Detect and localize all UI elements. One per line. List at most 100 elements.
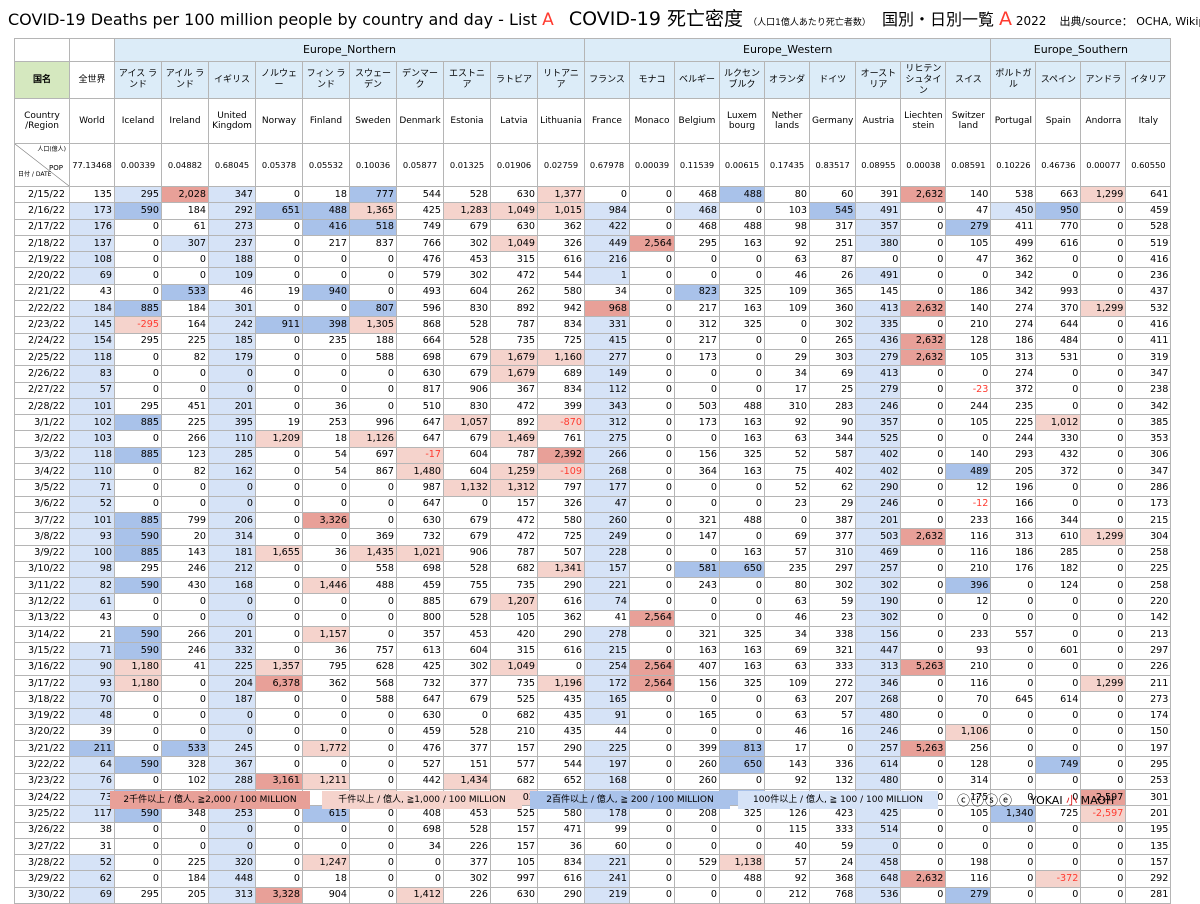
column-header-en: Italy (1126, 99, 1171, 144)
value-cell: 0 (675, 480, 720, 496)
value-cell: 697 (350, 447, 397, 463)
value-cell: 0 (256, 838, 303, 854)
value-cell: 0 (720, 708, 765, 724)
value-cell: 273 (1126, 692, 1171, 708)
value-cell: 385 (1126, 415, 1171, 431)
value-cell: 0 (538, 659, 585, 675)
value-cell: 217 (675, 301, 720, 317)
value-cell: 402 (810, 464, 856, 480)
value-cell: 911 (256, 317, 303, 333)
value-cell: 52 (765, 480, 810, 496)
column-header-en: Ireland (162, 99, 209, 144)
value-cell: 1,655 (256, 545, 303, 561)
value-cell: 251 (810, 235, 856, 251)
value-cell: 398 (303, 317, 350, 333)
value-cell: 0 (256, 333, 303, 349)
value-cell: 297 (810, 561, 856, 577)
value-cell: 304 (1126, 529, 1171, 545)
value-cell: 164 (162, 317, 209, 333)
value-cell: 0 (630, 382, 675, 398)
value-cell: 168 (209, 578, 256, 594)
value-cell: 235 (765, 561, 810, 577)
value-cell: 0 (991, 675, 1036, 691)
value-cell: 416 (1126, 317, 1171, 333)
value-cell: 0 (115, 349, 162, 365)
value-cell: 118 (70, 349, 115, 365)
value-cell: 196 (991, 480, 1036, 496)
value-cell: 601 (1036, 643, 1081, 659)
value-cell: 285 (1036, 545, 1081, 561)
value-cell: 342 (991, 284, 1036, 300)
value-cell: 528 (444, 610, 491, 626)
value-cell: 630 (491, 887, 538, 903)
value-cell: 285 (209, 447, 256, 463)
value-cell: 469 (856, 545, 901, 561)
value-cell: 531 (1036, 349, 1081, 365)
value-cell: 993 (1036, 284, 1081, 300)
value-cell: 156 (856, 627, 901, 643)
value-cell: 201 (856, 512, 901, 528)
value-cell: 258 (1126, 578, 1171, 594)
value-cell: 207 (810, 692, 856, 708)
value-cell: 0 (720, 610, 765, 626)
value-cell: 0 (991, 659, 1036, 675)
value-cell: 0 (162, 268, 209, 284)
value-cell: 533 (162, 284, 209, 300)
value-cell: 0 (350, 773, 397, 789)
value-cell: 0 (303, 268, 350, 284)
date-cell: 3/2/22 (15, 431, 70, 447)
ratio-label: 人口(億人) (37, 147, 66, 153)
pop-date-diag-cell: 人口(億人) POP 日付 / DATE (15, 144, 70, 187)
value-cell: 0 (901, 627, 946, 643)
value-cell: 1,021 (397, 545, 444, 561)
column-header-jp: デンマーク (397, 62, 444, 99)
value-cell: 647 (397, 415, 444, 431)
column-header-jp: スイス (946, 62, 991, 99)
column-header-jp: 全世界 (70, 62, 115, 99)
value-cell: 399 (538, 398, 585, 414)
value-cell: 0 (630, 855, 675, 871)
value-cell: 0 (675, 431, 720, 447)
value-cell: 277 (585, 349, 630, 365)
value-cell: 0 (303, 757, 350, 773)
value-cell: 0 (162, 822, 209, 838)
value-cell: 116 (946, 529, 991, 545)
value-cell: 732 (397, 529, 444, 545)
value-cell: 476 (397, 252, 444, 268)
value-cell: 29 (765, 349, 810, 365)
column-header-jp: フィン ランド (303, 62, 350, 99)
value-cell: 1,312 (491, 480, 538, 496)
value-cell: 0 (209, 480, 256, 496)
value-cell: 679 (444, 594, 491, 610)
value-cell: 102 (70, 415, 115, 431)
value-cell: 0 (630, 757, 675, 773)
value-cell: 0 (901, 480, 946, 496)
value-cell: 0 (630, 643, 675, 659)
value-cell: 70 (70, 692, 115, 708)
value-cell: 387 (810, 512, 856, 528)
date-cell: 3/19/22 (15, 708, 70, 724)
header-jp-row: 国名 全世界アイス ランドアイル ランドイギリスノルウェーフィン ランドスウェー… (15, 62, 1171, 99)
value-cell: 63 (765, 659, 810, 675)
value-cell: 54 (303, 464, 350, 480)
column-population: 0.04882 (162, 144, 209, 187)
value-cell: 372 (1036, 464, 1081, 480)
value-cell: 98 (765, 219, 810, 235)
value-cell: 0 (1081, 708, 1126, 724)
value-cell: 0 (630, 773, 675, 789)
value-cell: 797 (538, 480, 585, 496)
value-cell: 83 (70, 366, 115, 382)
value-cell: 0 (720, 773, 765, 789)
value-cell: 278 (585, 627, 630, 643)
value-cell: 377 (444, 855, 491, 871)
value-cell: 545 (810, 203, 856, 219)
value-cell: 265 (810, 333, 856, 349)
value-cell: 800 (397, 610, 444, 626)
value-cell: 0 (1081, 578, 1126, 594)
